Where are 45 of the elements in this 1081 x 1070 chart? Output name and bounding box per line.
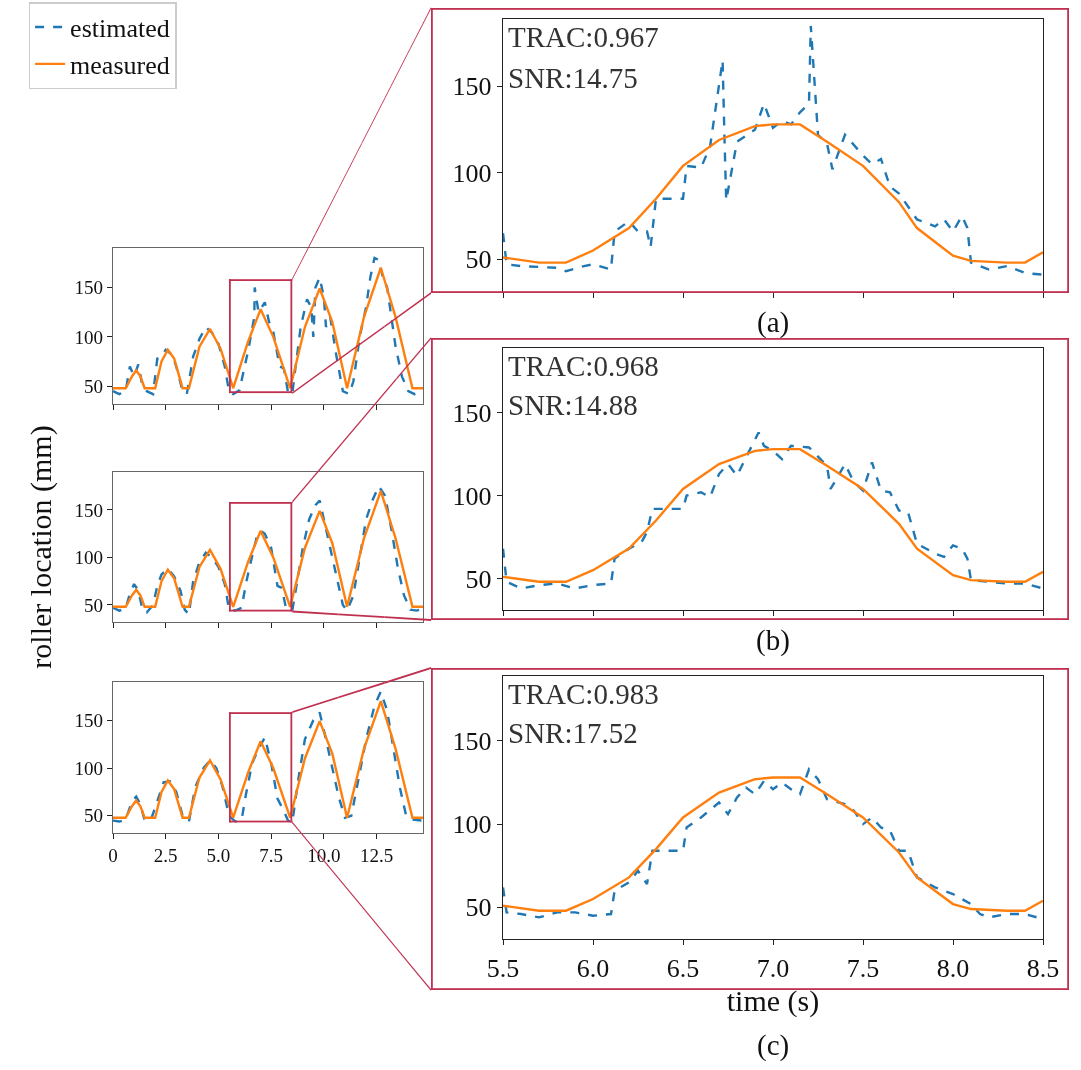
text: (c) [757, 1029, 790, 1062]
x-tick-label: 5.5 [486, 953, 520, 983]
x-tick-label: 8.0 [936, 953, 970, 983]
y-tick-label: 150 [74, 499, 103, 521]
y-tick-label: 150 [452, 398, 492, 428]
x-tick-label: 5.0 [206, 845, 231, 867]
y-axis-title: roller location (mm) [23, 425, 58, 669]
y-tick-label: 50 [83, 375, 103, 397]
annotation: SNR:17.52 [508, 717, 638, 749]
y-tick-label: 150 [74, 277, 103, 299]
y-tick-label: 50 [465, 564, 492, 594]
line-series [503, 24, 1043, 276]
x-tick-label: 0 [108, 845, 118, 867]
y-tick-label: 150 [74, 709, 103, 731]
y-tick-label: 100 [452, 158, 492, 188]
y-tick-label: 100 [452, 810, 492, 840]
x-tick-label: 6.5 [666, 953, 700, 983]
y-tick-label: 100 [452, 481, 492, 511]
y-tick-label: 100 [74, 547, 103, 569]
line-series [503, 123, 1043, 264]
legend-label: estimated [70, 14, 170, 44]
x-tick-label: 7.5 [259, 845, 284, 867]
annotation: TRAC:0.968 [508, 350, 659, 382]
y-tick-label: 50 [465, 893, 492, 923]
x-tick-label: 7.5 [846, 953, 880, 983]
y-tick-label: 100 [74, 757, 103, 779]
x-tick-label: 8.5 [1026, 953, 1060, 983]
annotation: TRAC:0.983 [508, 678, 659, 710]
y-tick-label: 150 [452, 72, 492, 102]
y-tick-label: 50 [83, 594, 103, 616]
x-tick-label: 12.5 [359, 845, 394, 867]
annotation: TRAC:0.967 [508, 21, 659, 53]
x-axis-title: time (s) [726, 983, 820, 1018]
y-tick-label: 50 [83, 805, 103, 827]
y-tick-label: 100 [74, 326, 103, 348]
x-tick-label: 7.0 [756, 953, 790, 983]
y-tick-label: 50 [465, 245, 492, 275]
x-tick-label: 2.5 [153, 845, 178, 867]
y-tick-label: 150 [452, 727, 492, 757]
text: (b) [756, 624, 790, 657]
text: (a) [757, 306, 790, 339]
legend-label: measured [70, 50, 170, 80]
annotation: SNR:14.88 [508, 389, 638, 421]
annotation: SNR:14.75 [508, 62, 638, 94]
x-tick-label: 6.0 [576, 953, 610, 983]
